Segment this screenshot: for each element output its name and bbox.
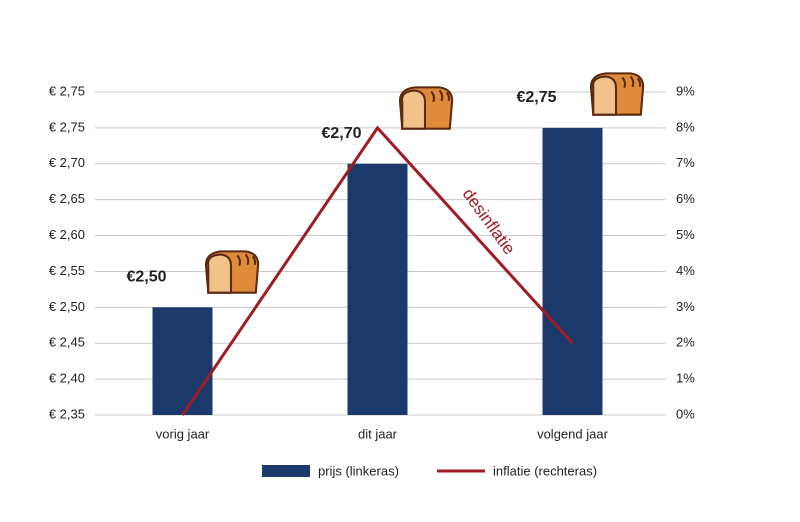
legend-swatch	[262, 465, 310, 477]
y2-tick-label: 1%	[676, 371, 695, 386]
line	[181, 125, 574, 416]
value-label: €2,75	[516, 89, 556, 106]
y2-tick-label: 5%	[676, 227, 695, 242]
plot-area: € 2,35 € 2,40 € 2,45 € 2,50 € 2,55 € 2,60 € 2,…	[49, 83, 695, 478]
y2-tick-label: 8%	[676, 119, 695, 134]
x-tick-label: volgend jaar	[537, 426, 608, 441]
y-tick-label: € 2,40	[49, 371, 85, 386]
y-tick-label: € 2,50	[49, 299, 85, 314]
y2-tick-label: 0%	[676, 406, 695, 421]
bread-icon	[398, 86, 454, 130]
y-tick-label: € 2,60	[49, 227, 85, 242]
y2-tick-label: 2%	[676, 335, 695, 350]
bar	[152, 307, 213, 415]
y-tick-label: € 2,55	[49, 263, 85, 278]
bar	[347, 163, 408, 415]
y2-tick-label: 3%	[676, 299, 695, 314]
y-tick-label: € 2,35	[49, 406, 85, 421]
y2-tick-label: 4%	[676, 263, 695, 278]
legend-label: prijs (linkeras)	[318, 463, 399, 478]
bread-icon	[589, 72, 645, 116]
y2-tick-label: 9%	[676, 83, 695, 98]
y-tick-label: € 2,45	[49, 335, 85, 350]
y-tick-label: € 2,70	[49, 155, 85, 170]
bread-icon	[204, 250, 260, 294]
y2-tick-label: 7%	[676, 155, 695, 170]
annotation: desinflatie	[459, 185, 519, 258]
legend: prijs (linkeras) inflatie (rechteras)	[262, 463, 597, 478]
bar	[542, 127, 603, 415]
y2-tick-label: 6%	[676, 191, 695, 206]
y-tick-label: € 2,65	[49, 191, 85, 206]
x-tick-label: vorig jaar	[156, 426, 210, 441]
value-label: €2,50	[126, 269, 166, 286]
x-tick-label: dit jaar	[358, 426, 398, 441]
y-tick-label: € 2,75	[49, 119, 85, 134]
value-label: €2,70	[321, 125, 361, 142]
y-tick-label: € 2,75	[49, 83, 85, 98]
legend-label: inflatie (rechteras)	[493, 463, 597, 478]
